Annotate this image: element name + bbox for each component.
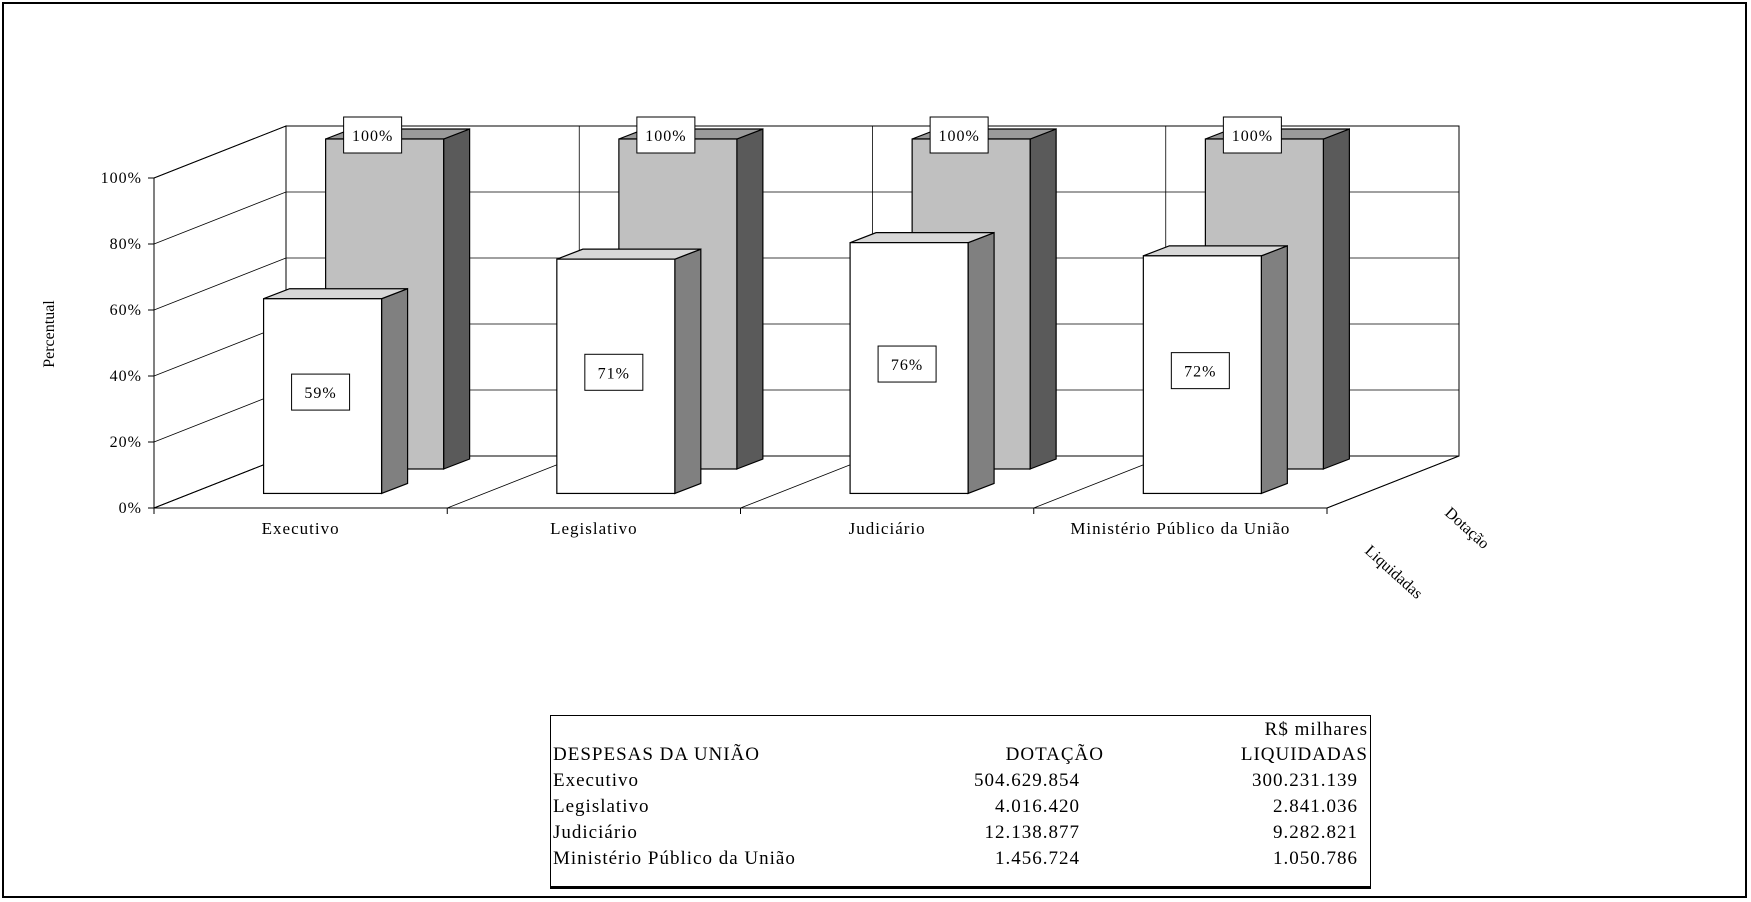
y-tick-label: 80% — [110, 236, 142, 253]
bar-chart-3d: 0% 20% 40% 60% 80% 100% Executivo Legislativo Ju… — [41, 116, 1492, 603]
bar-side — [1260, 244, 1288, 495]
data-label: 72% — [1184, 364, 1216, 381]
table-cell-liquidadas: 1.050.786 — [1273, 848, 1358, 869]
y-tick-label: 40% — [110, 368, 142, 385]
bar-top — [849, 232, 995, 244]
table-cell-name: Legislativo — [553, 796, 650, 817]
bar-top — [263, 288, 408, 300]
x-tick-label: Ministério Público da União — [1070, 519, 1290, 538]
table-header-despesas: DESPESAS DA UNIÃO — [553, 744, 761, 765]
bar-side — [736, 128, 764, 470]
summary-table: R$ milhares DESPESAS DA UNIÃO DOTAÇÃO LI… — [550, 715, 1371, 889]
bar-side — [967, 231, 995, 495]
y-tick-label: 60% — [110, 302, 142, 319]
bar-top — [1143, 245, 1288, 257]
depth-axis-line — [1326, 455, 1460, 509]
y-tick-label: 0% — [119, 500, 142, 517]
table-cell-name: Ministério Público da União — [553, 848, 796, 869]
data-label: 100% — [1232, 128, 1273, 145]
table-header-dotacao: DOTAÇÃO — [1005, 744, 1104, 765]
table-cell-dotacao: 504.629.854 — [974, 770, 1080, 791]
y-tick-label: 20% — [110, 434, 142, 451]
table-cell-dotacao: 1.456.724 — [995, 848, 1080, 869]
data-label-box — [1222, 116, 1282, 154]
data-label-box — [929, 116, 989, 154]
gridline-side — [153, 257, 287, 311]
series-axis-label: Liquidadas — [1361, 542, 1425, 602]
x-tick-label: Judiciário — [849, 519, 926, 538]
data-label-box — [343, 116, 403, 154]
data-label-box — [877, 345, 937, 383]
data-label: 59% — [304, 385, 336, 402]
data-label: 100% — [352, 128, 393, 145]
table-unit-label: R$ milhares — [1264, 719, 1368, 740]
gridline-side — [153, 125, 287, 179]
bar-side — [443, 128, 471, 470]
x-tick-label: Legislativo — [550, 519, 637, 538]
series-axis-label: Dotação — [1441, 504, 1492, 552]
bar: 72% — [1142, 244, 1288, 495]
data-label-box — [1170, 352, 1230, 390]
table-row: Ministério Público da União 1.456.724 1.… — [551, 848, 1370, 874]
table-header-row: DESPESAS DA UNIÃO DOTAÇÃO LIQUIDADAS — [551, 744, 1370, 770]
table-row: Legislativo 4.016.420 2.841.036 — [551, 796, 1370, 822]
data-label: 100% — [938, 128, 979, 145]
table-cell-name: Judiciário — [553, 822, 638, 843]
data-label-box — [584, 353, 644, 391]
data-label: 100% — [645, 128, 686, 145]
bar-side — [1322, 128, 1350, 470]
table-cell-dotacao: 4.016.420 — [995, 796, 1080, 817]
table-cell-liquidadas: 9.282.821 — [1273, 822, 1358, 843]
x-tick-label: Executivo — [262, 519, 340, 538]
data-label: 76% — [891, 357, 923, 374]
bar: 71% — [556, 248, 702, 495]
table-row: Judiciário 12.138.877 9.282.821 — [551, 822, 1370, 848]
bar-side — [1029, 128, 1057, 470]
data-label: 71% — [598, 365, 630, 382]
bar-side — [380, 287, 409, 495]
table-cell-name: Executivo — [553, 770, 640, 791]
table-cell-dotacao: 12.138.877 — [984, 822, 1080, 843]
bar: 76% — [849, 231, 995, 495]
table-row: Executivo 504.629.854 300.231.139 — [551, 770, 1370, 796]
bar-side — [674, 248, 702, 495]
table-cell-liquidadas: 300.231.139 — [1252, 770, 1358, 791]
table-header-liquidadas: LIQUIDADAS — [1240, 744, 1368, 765]
table-cell-liquidadas: 2.841.036 — [1273, 796, 1358, 817]
y-axis-title: Percentual — [41, 300, 58, 368]
y-tick-label: 100% — [101, 170, 142, 187]
bar: 59% — [262, 287, 409, 495]
bar-top — [556, 248, 702, 260]
data-label-box — [291, 373, 351, 411]
data-label-box — [636, 116, 696, 154]
gridline-side — [153, 191, 287, 245]
